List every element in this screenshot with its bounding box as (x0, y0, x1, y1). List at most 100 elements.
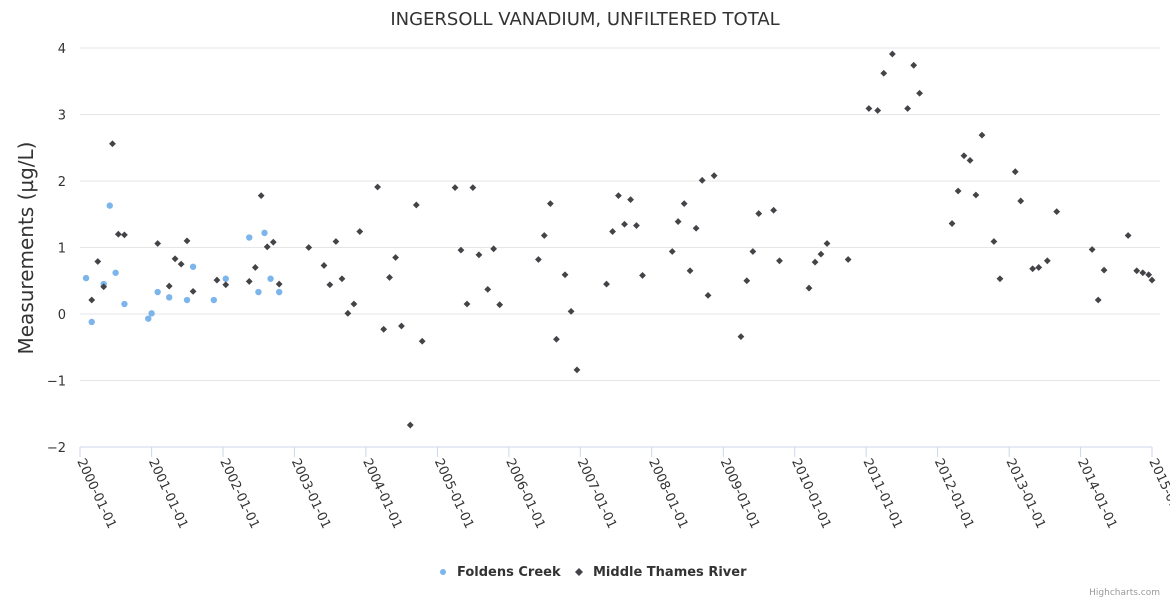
data-point[interactable] (275, 280, 283, 288)
data-point[interactable] (94, 258, 102, 265)
data-point[interactable] (817, 250, 825, 258)
data-point[interactable] (609, 228, 616, 235)
data-point[interactable] (154, 288, 161, 296)
data-point[interactable] (916, 89, 923, 97)
data-point[interactable] (386, 274, 393, 281)
data-point[interactable] (621, 220, 628, 228)
data-point[interactable] (1148, 276, 1156, 284)
data-point[interactable] (332, 238, 340, 245)
data-point[interactable] (770, 206, 778, 214)
data-point[interactable] (88, 318, 95, 326)
data-point[interactable] (418, 337, 426, 345)
data-point[interactable] (189, 263, 197, 270)
data-point[interactable] (1029, 265, 1037, 273)
data-point[interactable] (1124, 232, 1132, 239)
data-point[interactable] (222, 281, 230, 289)
data-point[interactable] (338, 275, 346, 283)
data-point[interactable] (222, 275, 229, 282)
data-point[interactable] (183, 237, 191, 245)
data-point[interactable] (392, 254, 399, 261)
data-point[interactable] (546, 200, 554, 208)
data-point[interactable] (484, 285, 492, 293)
data-point[interactable] (737, 333, 745, 341)
data-point[interactable] (275, 288, 283, 296)
data-point[interactable] (267, 275, 274, 282)
data-point[interactable] (996, 275, 1004, 283)
data-point[interactable] (88, 296, 96, 304)
data-point[interactable] (553, 335, 560, 343)
data-point[interactable] (496, 301, 504, 309)
data-point[interactable] (177, 260, 185, 268)
legend-item-foldens-creek[interactable]: Foldens Creek (440, 565, 561, 580)
data-point[interactable] (380, 325, 388, 333)
data-point[interactable] (374, 183, 381, 191)
data-point[interactable] (633, 222, 640, 229)
data-point[interactable] (246, 234, 253, 241)
data-point[interactable] (954, 187, 962, 195)
data-point[interactable] (213, 276, 221, 284)
data-point[interactable] (1094, 296, 1102, 304)
data-point[interactable] (114, 230, 122, 238)
data-point[interactable] (475, 251, 483, 259)
data-point[interactable] (263, 243, 271, 251)
data-point[interactable] (749, 248, 757, 255)
data-point[interactable] (686, 267, 694, 275)
data-point[interactable] (639, 272, 646, 279)
data-point[interactable] (121, 300, 128, 308)
data-point[interactable] (1145, 271, 1153, 279)
data-point[interactable] (948, 220, 956, 227)
data-point[interactable] (990, 238, 998, 245)
data-point[interactable] (305, 244, 313, 251)
data-point[interactable] (261, 229, 268, 237)
data-point[interactable] (966, 156, 974, 164)
data-point[interactable] (874, 107, 882, 114)
data-point[interactable] (865, 105, 873, 112)
data-point[interactable] (1017, 197, 1025, 205)
data-point[interactable] (1100, 266, 1108, 274)
data-point[interactable] (880, 69, 888, 77)
data-point[interactable] (451, 184, 459, 192)
data-point[interactable] (189, 287, 197, 295)
data-point[interactable] (356, 228, 364, 235)
data-point[interactable] (710, 172, 718, 180)
data-point[interactable] (972, 191, 980, 199)
legend-item-middle-thames-river[interactable]: Middle Thames River (575, 565, 747, 580)
data-point[interactable] (960, 152, 968, 160)
data-point[interactable] (344, 309, 352, 317)
data-point[interactable] (904, 105, 912, 112)
data-point[interactable] (692, 224, 700, 232)
data-point[interactable] (112, 269, 119, 276)
data-point[interactable] (627, 196, 634, 204)
data-point[interactable] (743, 277, 751, 285)
data-point[interactable] (463, 300, 471, 308)
data-point[interactable] (269, 238, 277, 246)
data-point[interactable] (888, 50, 896, 58)
data-point[interactable] (326, 281, 334, 289)
data-point[interactable] (469, 184, 477, 192)
data-point[interactable] (680, 200, 688, 208)
data-point[interactable] (1133, 267, 1141, 275)
data-point[interactable] (412, 201, 420, 209)
credits-link[interactable]: Highcharts.com (1089, 588, 1160, 598)
data-point[interactable] (823, 240, 831, 247)
data-point[interactable] (844, 256, 852, 263)
data-point[interactable] (121, 231, 128, 239)
data-point[interactable] (210, 296, 218, 304)
data-point[interactable] (251, 264, 259, 271)
data-point[interactable] (1139, 269, 1147, 277)
data-point[interactable] (668, 248, 676, 255)
data-point[interactable] (109, 140, 116, 148)
data-point[interactable] (148, 310, 155, 317)
data-point[interactable] (1043, 257, 1051, 265)
data-point[interactable] (674, 218, 682, 225)
data-point[interactable] (910, 61, 918, 69)
data-point[interactable] (245, 278, 253, 285)
data-point[interactable] (257, 192, 265, 200)
data-point[interactable] (978, 131, 986, 139)
data-point[interactable] (154, 240, 162, 247)
data-point[interactable] (535, 256, 542, 263)
data-point[interactable] (457, 246, 465, 254)
data-point[interactable] (255, 288, 262, 296)
data-point[interactable] (540, 232, 548, 239)
data-point[interactable] (165, 282, 173, 290)
